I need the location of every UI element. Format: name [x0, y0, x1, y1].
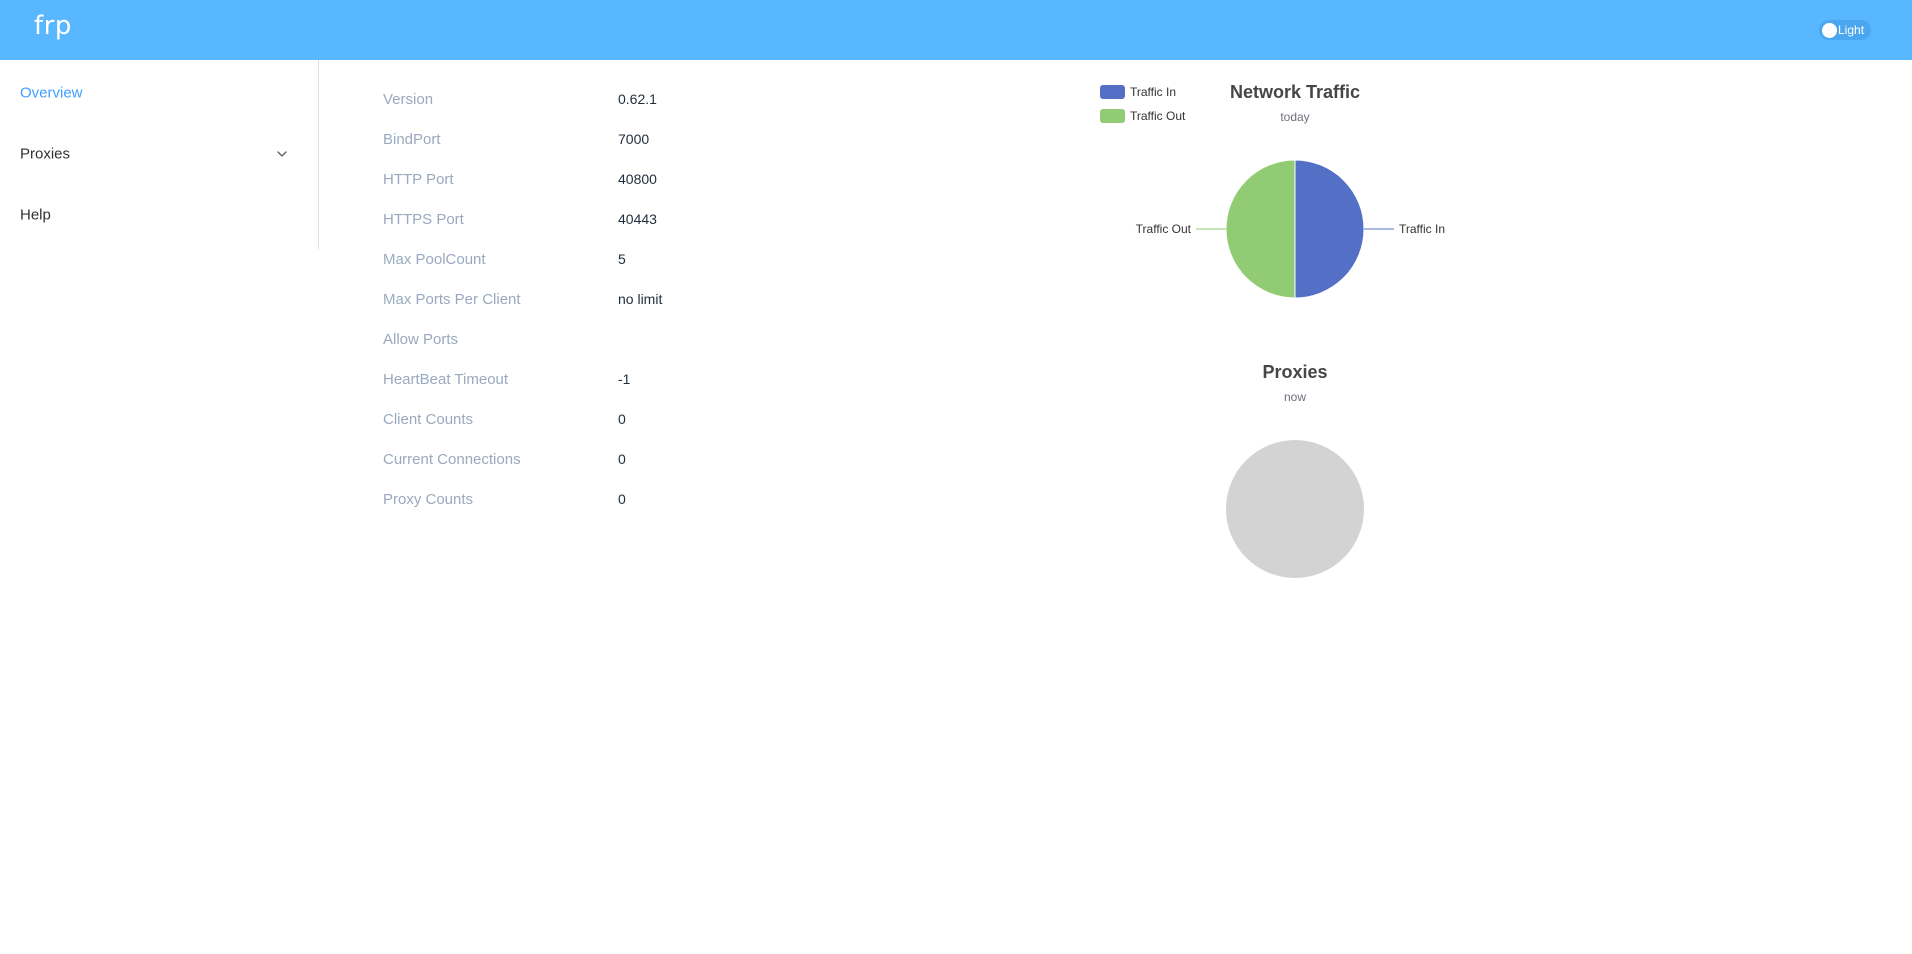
info-value: no limit: [618, 291, 663, 307]
sidebar-item-label: Proxies: [20, 145, 71, 163]
theme-label: Light: [1838, 23, 1865, 37]
info-row-version: Version 0.62.1: [383, 91, 943, 131]
info-row-heartbeat-timeout: HeartBeat Timeout -1: [383, 371, 943, 411]
chart-subtitle: today: [1280, 110, 1309, 124]
info-label: Max Ports Per Client: [383, 291, 521, 308]
info-value: 0.62.1: [618, 91, 657, 107]
chevron-down-icon: [277, 151, 287, 157]
info-row-bindport: BindPort 7000: [383, 131, 943, 171]
legend-label-traffic-out[interactable]: Traffic Out: [1130, 109, 1186, 123]
info-label: HTTPS Port: [383, 211, 464, 228]
info-value: 0: [618, 411, 626, 427]
info-value: 40443: [618, 211, 657, 227]
info-value: 40800: [618, 171, 657, 187]
brand-logo[interactable]: frp: [34, 11, 72, 41]
info-row-http-port: HTTP Port 40800: [383, 171, 943, 211]
info-row-https-port: HTTPS Port 40443: [383, 211, 943, 251]
info-label: HTTP Port: [383, 171, 454, 188]
info-value: 0: [618, 491, 626, 507]
legend-label-traffic-in[interactable]: Traffic In: [1130, 85, 1176, 99]
info-row-client-counts: Client Counts 0: [383, 411, 943, 451]
info-label: Current Connections: [383, 451, 521, 468]
empty-pie-placeholder: [1226, 440, 1364, 578]
pie-slice-traffic-out[interactable]: [1225, 159, 1296, 299]
chart-title: Network Traffic: [1230, 82, 1360, 102]
info-row-allow-ports: Allow Ports: [383, 331, 943, 371]
info-label: Allow Ports: [383, 331, 459, 348]
sidebar-item-help[interactable]: Help: [0, 182, 318, 238]
sidebar-item-proxies[interactable]: Proxies: [0, 121, 318, 177]
info-label: Client Counts: [383, 411, 474, 428]
top-header: frp Light: [0, 0, 1912, 60]
network-traffic-chart: Network Traffic today Traffic In Traffic…: [1100, 82, 1445, 299]
info-label: HeartBeat Timeout: [383, 371, 509, 388]
pie-label-traffic-in: Traffic In: [1399, 222, 1445, 236]
chart-subtitle: now: [1284, 390, 1306, 404]
sidebar-item-label: Help: [20, 206, 51, 224]
sidebar-item-label: Overview: [20, 84, 83, 102]
info-row-current-connections: Current Connections 0: [383, 451, 943, 491]
theme-toggle[interactable]: Light: [1819, 20, 1871, 40]
info-label: Max PoolCount: [383, 251, 486, 268]
info-value: 5: [618, 251, 626, 267]
pie-label-traffic-out: Traffic Out: [1136, 222, 1192, 236]
chart-title: Proxies: [1262, 362, 1327, 382]
pie-slices: Traffic In Traffic Out: [1136, 159, 1445, 299]
legend-swatch-traffic-out[interactable]: [1100, 109, 1125, 123]
info-label: BindPort: [383, 131, 441, 148]
info-label: Version: [383, 91, 434, 108]
proxies-chart: Proxies now: [1226, 362, 1364, 578]
info-label: Proxy Counts: [383, 491, 474, 508]
info-row-proxy-counts: Proxy Counts 0: [383, 491, 943, 531]
info-row-max-ports-per-client: Max Ports Per Client no limit: [383, 291, 943, 331]
info-row-max-poolcount: Max PoolCount 5: [383, 251, 943, 291]
info-value: 7000: [618, 131, 650, 147]
sidebar-menu: Overview Proxies Help: [0, 60, 319, 249]
info-value: 0: [618, 451, 626, 467]
info-value: -1: [618, 371, 631, 387]
pie-slice-traffic-in[interactable]: [1294, 159, 1365, 299]
toggle-knob: [1822, 23, 1837, 38]
chart-legend: Traffic In Traffic Out: [1100, 85, 1186, 123]
legend-swatch-traffic-in[interactable]: [1100, 85, 1125, 99]
sidebar-item-overview[interactable]: Overview: [0, 60, 318, 116]
